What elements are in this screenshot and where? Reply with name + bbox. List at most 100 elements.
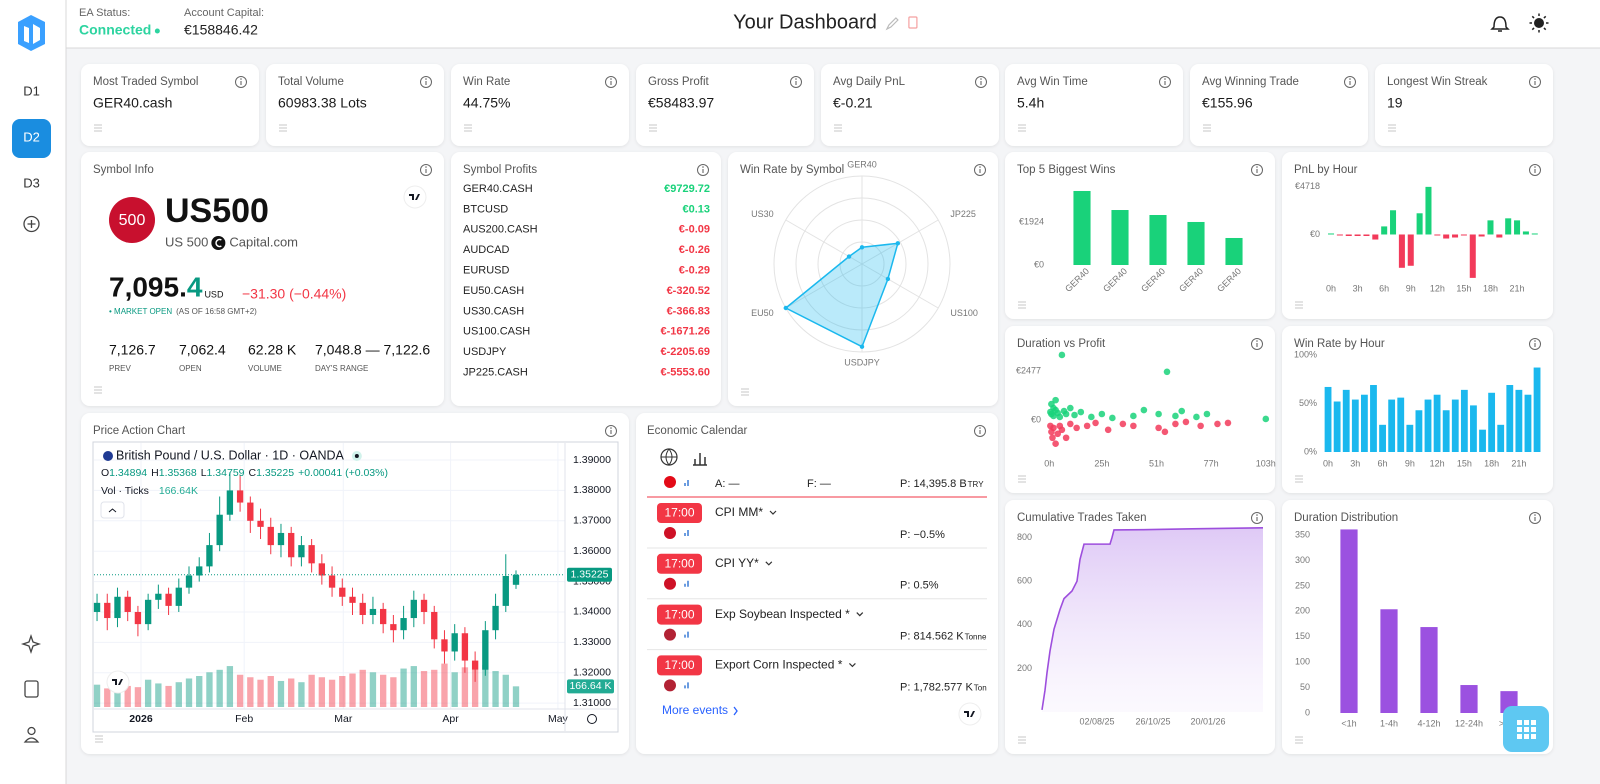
- filter-icon[interactable]: [94, 124, 102, 132]
- bar: [1424, 399, 1432, 452]
- x-tick-label: 3h: [1350, 458, 1360, 468]
- info-icon[interactable]: [420, 164, 432, 176]
- bell-icon[interactable]: [1490, 16, 1510, 32]
- expand-chevron[interactable]: [856, 612, 864, 617]
- delete-icon[interactable]: [908, 16, 918, 29]
- event-time: 17:00: [664, 556, 694, 570]
- info-icon[interactable]: [420, 76, 432, 88]
- active-tab[interactable]: [12, 119, 51, 158]
- logo: [18, 15, 45, 51]
- info-icon[interactable]: [1529, 76, 1541, 88]
- filter-icon[interactable]: [1018, 736, 1026, 744]
- info-icon[interactable]: [1251, 512, 1263, 524]
- card-title: Price Action Chart: [93, 425, 186, 437]
- filter-icon[interactable]: [1388, 124, 1396, 132]
- filter-icon[interactable]: [741, 388, 749, 396]
- scatter-point: [1052, 440, 1059, 448]
- filter-icon[interactable]: [649, 124, 657, 132]
- info-icon[interactable]: [235, 76, 247, 88]
- y-tick-label: 150: [1295, 631, 1310, 641]
- info-ring: [1159, 76, 1171, 88]
- volume-bar: [379, 674, 387, 707]
- dashboard-tab[interactable]: D1: [23, 83, 40, 98]
- more-events[interactable]: More events: [662, 703, 728, 717]
- card: [1005, 64, 1183, 146]
- filter-icon[interactable]: [1295, 301, 1303, 309]
- dashboard-tab[interactable]: D3: [23, 175, 40, 190]
- settings-icon[interactable]: [587, 714, 597, 724]
- ai-icon[interactable]: [20, 633, 42, 655]
- info-icon[interactable]: [697, 164, 709, 176]
- candle-body: [451, 633, 458, 652]
- x-tick-label: 77h: [1204, 458, 1219, 468]
- info-icon[interactable]: [1344, 76, 1356, 88]
- info-icon[interactable]: [605, 76, 617, 88]
- filter-icon[interactable]: [94, 386, 102, 394]
- add-plus[interactable]: [27, 220, 36, 228]
- more-chevron[interactable]: [733, 706, 738, 716]
- collapse-legend[interactable]: [100, 501, 125, 519]
- bar: [1354, 234, 1361, 236]
- add-dashboard[interactable]: [23, 215, 40, 233]
- tv-logo-mark: [409, 194, 420, 200]
- expand-chevron[interactable]: [848, 662, 856, 668]
- profile-icon[interactable]: [23, 726, 40, 743]
- info-icon[interactable]: [1529, 512, 1541, 524]
- chart-filter-icon[interactable]: [693, 453, 707, 466]
- event-unit: TRY: [968, 480, 985, 489]
- profit-value: €-2205.69: [660, 346, 710, 358]
- apps-button[interactable]: [1503, 706, 1549, 752]
- filter-icon[interactable]: [1018, 124, 1026, 132]
- tradingview-logo[interactable]: [403, 185, 427, 209]
- filter-icon[interactable]: [1295, 736, 1303, 744]
- scatter-point: [1088, 413, 1095, 421]
- card-title: PnL by Hour: [1294, 164, 1358, 176]
- stat-value: 44.75%: [463, 95, 510, 111]
- ohlc-change: +0.00041 (+0.03%): [298, 467, 388, 479]
- filter-icon[interactable]: [464, 124, 472, 132]
- info-icon[interactable]: [974, 164, 986, 176]
- info-icon[interactable]: [1251, 338, 1263, 350]
- price: 7,095.: [109, 271, 187, 302]
- info-icon[interactable]: [1251, 164, 1263, 176]
- profit-symbol: US100.CASH: [463, 326, 530, 338]
- info-icon[interactable]: [605, 425, 617, 437]
- info-icon[interactable]: [1529, 338, 1541, 350]
- info-ring: [1251, 164, 1263, 176]
- info-icon[interactable]: [790, 76, 802, 88]
- expand-chevron[interactable]: [765, 561, 773, 566]
- volume-bar: [236, 674, 244, 707]
- theme-icon[interactable]: [1529, 13, 1549, 33]
- filter-icon[interactable]: [1018, 475, 1026, 483]
- filter-icon[interactable]: [1203, 124, 1211, 132]
- dashboard-tab[interactable]: D2: [23, 129, 40, 144]
- filter-icon[interactable]: [834, 124, 842, 132]
- info-dot: [610, 78, 612, 80]
- filter-icon[interactable]: [1018, 301, 1026, 309]
- info-icon[interactable]: [975, 76, 987, 88]
- filter-icon[interactable]: [95, 735, 103, 743]
- edit-icon[interactable]: [885, 17, 899, 31]
- info-icon[interactable]: [1529, 164, 1541, 176]
- apps-dot: [1517, 727, 1522, 732]
- bar: [1506, 385, 1514, 452]
- filter-icon[interactable]: [1295, 475, 1303, 483]
- filter-icon[interactable]: [279, 124, 287, 132]
- ohlc-value: 1.35368: [159, 467, 197, 479]
- info-icon[interactable]: [1159, 76, 1171, 88]
- journal-icon[interactable]: [24, 680, 39, 698]
- tradingview-logo[interactable]: [958, 702, 982, 726]
- tv-logo-mark: [112, 679, 123, 685]
- tradingview-logo[interactable]: [106, 670, 130, 694]
- collapse-chevron[interactable]: [108, 508, 117, 513]
- candle-body: [359, 602, 366, 616]
- scatter-point: [1067, 420, 1074, 428]
- info-icon[interactable]: [974, 425, 986, 437]
- expand-chevron[interactable]: [769, 510, 777, 515]
- candle-body: [185, 575, 193, 588]
- sun-ray: [1543, 15, 1547, 19]
- globe-lines[interactable]: [661, 448, 677, 466]
- info-dot: [425, 78, 427, 80]
- ohlc-value: 1.35225: [256, 467, 294, 479]
- bar: [1370, 385, 1377, 452]
